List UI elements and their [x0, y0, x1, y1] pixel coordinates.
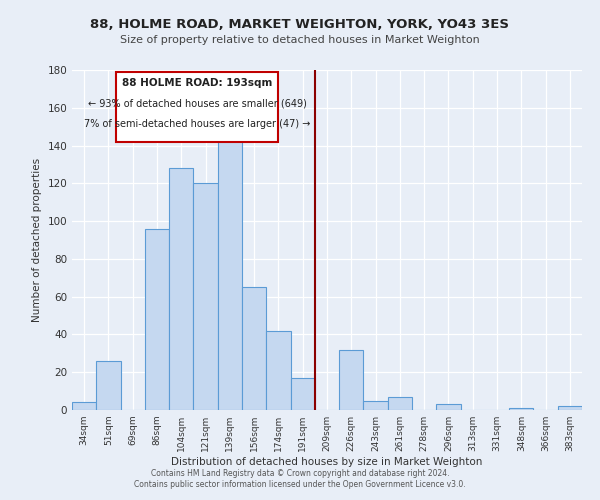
Bar [193, 184, 218, 410]
Y-axis label: Number of detached properties: Number of detached properties [32, 158, 42, 322]
Text: 88 HOLME ROAD: 193sqm: 88 HOLME ROAD: 193sqm [122, 78, 272, 88]
Text: ← 93% of detached houses are smaller (649): ← 93% of detached houses are smaller (64… [88, 98, 307, 108]
Text: 7% of semi-detached houses are larger (47) →: 7% of semi-detached houses are larger (4… [84, 119, 310, 129]
Text: Contains HM Land Registry data © Crown copyright and database right 2024.: Contains HM Land Registry data © Crown c… [151, 468, 449, 477]
Bar [436, 404, 461, 410]
FancyBboxPatch shape [116, 72, 278, 142]
Text: Size of property relative to detached houses in Market Weighton: Size of property relative to detached ho… [120, 35, 480, 45]
Bar [339, 350, 364, 410]
Text: Contains public sector information licensed under the Open Government Licence v3: Contains public sector information licen… [134, 480, 466, 489]
Bar [364, 400, 388, 410]
Bar [218, 126, 242, 410]
Bar [290, 378, 315, 410]
Bar [72, 402, 96, 410]
Bar [96, 361, 121, 410]
Bar [388, 397, 412, 410]
Bar [145, 228, 169, 410]
Bar [509, 408, 533, 410]
Bar [242, 287, 266, 410]
Bar [169, 168, 193, 410]
Text: 88, HOLME ROAD, MARKET WEIGHTON, YORK, YO43 3ES: 88, HOLME ROAD, MARKET WEIGHTON, YORK, Y… [91, 18, 509, 30]
X-axis label: Distribution of detached houses by size in Market Weighton: Distribution of detached houses by size … [172, 457, 482, 467]
Bar [558, 406, 582, 410]
Bar [266, 330, 290, 410]
